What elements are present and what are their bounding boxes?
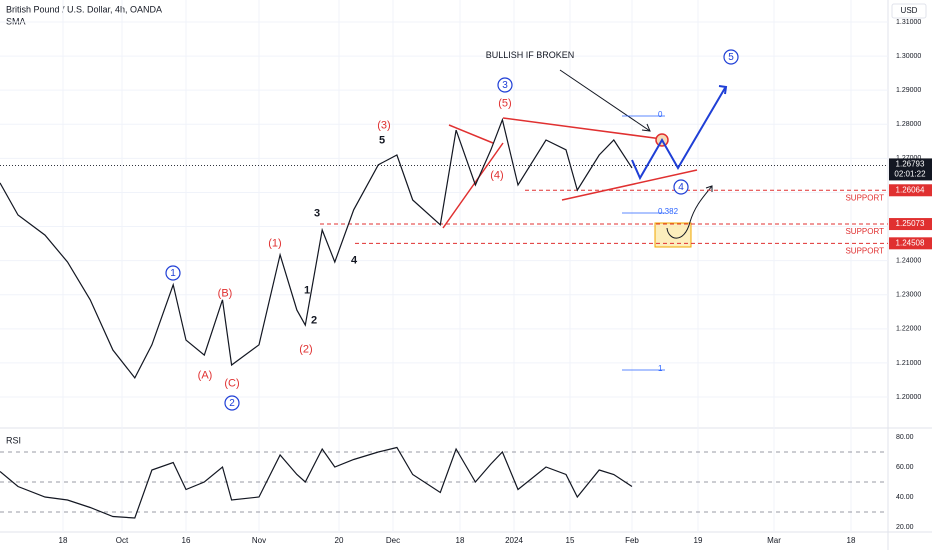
wave-circle [224, 395, 240, 411]
fib-label: 1 [658, 364, 663, 373]
y-tick-label: 1.29000 [896, 87, 921, 94]
wave-label: (2) [299, 343, 312, 355]
price-tag-label: 1.25073 [896, 219, 925, 228]
y-tick-label: 1.30000 [896, 53, 921, 60]
currency[interactable]: USD [901, 6, 918, 15]
x-tick-label: 18 [59, 536, 68, 545]
wave-label: (5) [498, 97, 511, 109]
y-tick-label: 1.28000 [896, 121, 921, 128]
curve-arrow [666, 185, 713, 239]
currency-box[interactable] [891, 3, 927, 19]
x-tick-label: Oct [116, 536, 129, 545]
y-tick-label: 1.22000 [896, 326, 921, 333]
wave-label: 3 [502, 80, 508, 91]
triangle-lower [561, 169, 698, 201]
wave-label: 5 [379, 134, 385, 146]
wave-circle [723, 49, 739, 65]
annotation: BULLISH IF BROKEN [486, 50, 575, 60]
rsi-tick-label: 80.00 [896, 434, 914, 441]
callout-arrow [559, 69, 651, 132]
wave-circle [497, 77, 513, 93]
wave-label: (4) [490, 169, 503, 181]
wave-label: 2 [229, 398, 235, 409]
chart-title: British Pound / U.S. Dollar, 4h, OANDA [6, 4, 162, 14]
rsi-title: RSI [6, 435, 21, 445]
price-tag [889, 184, 932, 197]
x-tick-label: Mar [767, 536, 781, 545]
rsi-line [0, 446, 633, 519]
wave-label: 2 [311, 314, 317, 326]
x-tick-label: 15 [566, 536, 575, 545]
wave-label: 1 [170, 268, 176, 279]
x-tick-label: 18 [456, 536, 465, 545]
y-tick-label: 1.31000 [896, 19, 921, 26]
support-label: SUPPORT [845, 227, 884, 236]
x-tick-label: 2024 [505, 536, 523, 545]
indicator-label: SMA [6, 16, 26, 26]
wave-label: (C) [224, 377, 239, 389]
y-tick-label: 1.23000 [896, 292, 921, 299]
wave-label: (3) [377, 119, 390, 131]
wave-circle [673, 179, 689, 195]
wave-circle [165, 265, 181, 281]
support-label: SUPPORT [845, 246, 884, 255]
wave-label: (B) [218, 287, 233, 299]
price-tag-label: 1.26064 [896, 185, 925, 194]
trend-line [448, 124, 494, 144]
rsi-tick-label: 60.00 [896, 464, 914, 471]
trend-line [442, 142, 504, 229]
x-tick-label: 16 [182, 536, 191, 545]
projection-path [631, 87, 726, 181]
last-price-tag [889, 158, 932, 181]
wave-label: 4 [678, 182, 684, 193]
x-tick-label: 19 [694, 536, 703, 545]
projection-arrowhead [718, 85, 728, 95]
price-line [0, 117, 633, 380]
x-tick-label: Dec [386, 536, 400, 545]
wave-label: 3 [314, 207, 320, 219]
last-price-label: 1.26793 [896, 160, 925, 169]
rsi-tick-label: 20.00 [896, 524, 914, 531]
curve-arrowhead [705, 185, 713, 192]
price-tag [889, 237, 932, 250]
rsi-tick-label: 40.00 [896, 494, 914, 501]
triangle-upper [502, 117, 663, 140]
y-tick-label: 1.24000 [896, 257, 921, 264]
fib-label: 0 [658, 110, 663, 119]
price-tag-label: 1.24508 [896, 238, 925, 247]
fib-label: 0.382 [658, 207, 679, 216]
wave-label: (1) [268, 237, 281, 249]
x-tick-label: Feb [625, 536, 639, 545]
countdown: 02:01:22 [894, 170, 926, 179]
y-tick-label: 1.21000 [896, 360, 921, 367]
callout-arrowhead [641, 123, 651, 132]
wave-label: (A) [198, 369, 213, 381]
x-tick-label: 20 [335, 536, 344, 545]
wave-label: 5 [728, 52, 734, 63]
support-label: SUPPORT [845, 193, 884, 202]
wave-label: 1 [304, 284, 310, 296]
price-tag [889, 218, 932, 231]
wave-label: 4 [351, 254, 358, 266]
x-tick-label: Nov [252, 536, 266, 545]
x-tick-label: 18 [847, 536, 856, 545]
y-tick-label: 1.20000 [896, 394, 921, 401]
